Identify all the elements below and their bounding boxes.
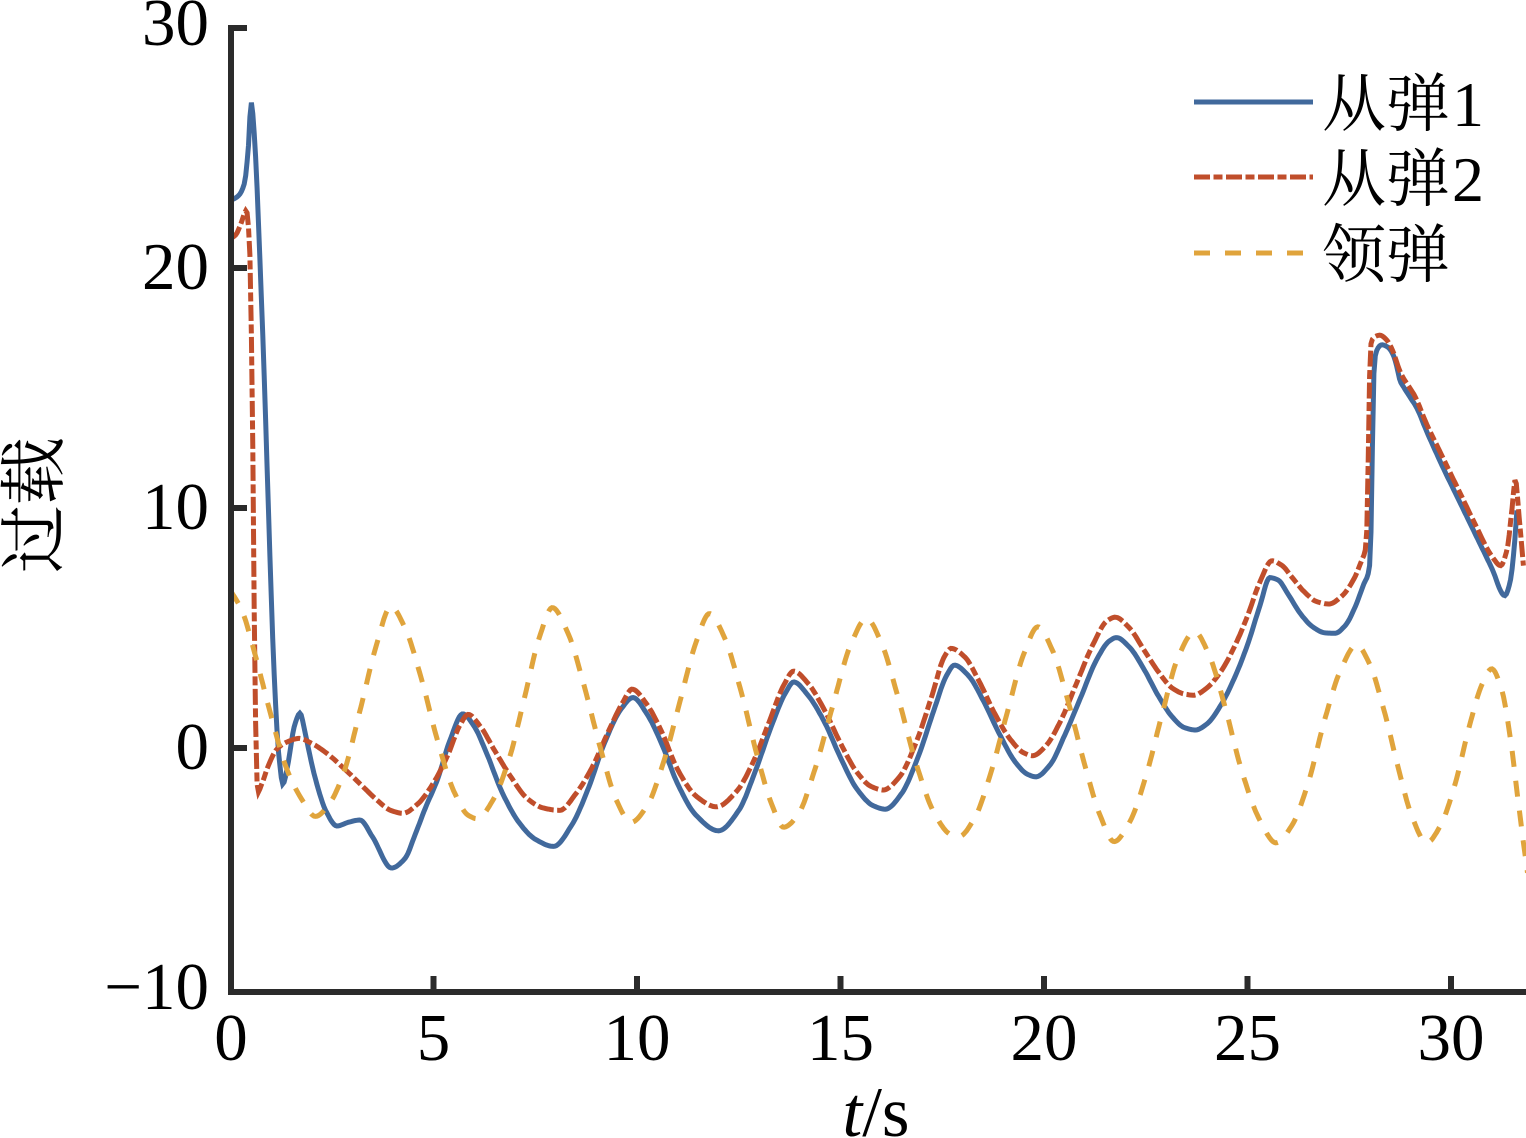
svg-text:−10: −10 xyxy=(104,950,209,1024)
svg-text:10: 10 xyxy=(604,1001,671,1075)
svg-text:5: 5 xyxy=(417,1001,451,1075)
svg-text:2: 2 xyxy=(1452,144,1484,215)
svg-text:10: 10 xyxy=(142,470,209,544)
svg-text:0: 0 xyxy=(214,1001,248,1075)
svg-text:t/s: t/s xyxy=(842,1074,909,1138)
svg-text:1: 1 xyxy=(1452,69,1484,140)
svg-text:0: 0 xyxy=(176,710,210,784)
svg-text:30: 30 xyxy=(142,0,209,60)
svg-text:25: 25 xyxy=(1214,1001,1281,1075)
svg-text:30: 30 xyxy=(1418,1001,1485,1075)
svg-text:20: 20 xyxy=(142,230,209,304)
svg-text:15: 15 xyxy=(807,1001,874,1075)
svg-text:20: 20 xyxy=(1011,1001,1078,1075)
